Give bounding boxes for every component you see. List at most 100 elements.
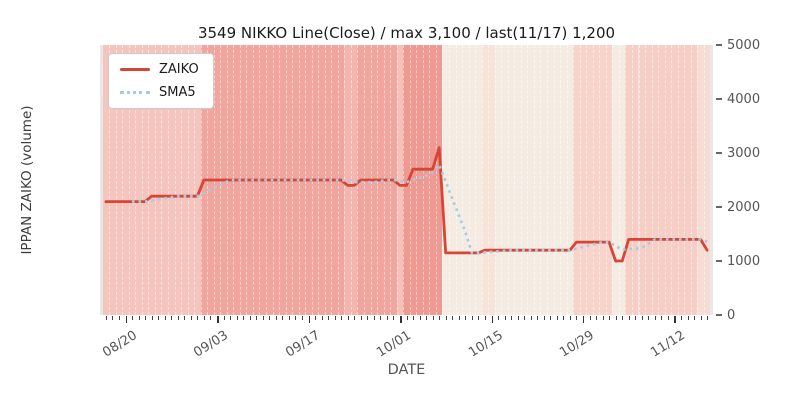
x-minor-tick [256,316,258,320]
x-minor-tick [635,316,637,320]
x-minor-tick [288,316,290,320]
legend-label: SMA5 [159,85,196,100]
x-minor-tick [367,316,369,320]
x-major-tick [125,316,127,323]
x-minor-tick [321,316,323,320]
x-tick-label-08-20: 08/20 [99,328,140,361]
day-band [592,45,600,315]
day-band [553,45,561,315]
x-minor-tick [465,316,467,320]
x-minor-tick [328,316,330,320]
x-minor-tick [596,316,597,320]
x-minor-tick [341,316,343,320]
x-minor-tick [517,316,519,320]
x-minor-tick [269,316,271,320]
day-band [540,45,547,315]
x-minor-tick [197,316,199,320]
x-tick-label-11-12: 11/12 [648,328,689,361]
x-minor-tick [354,316,356,320]
day-band [481,45,489,315]
x-tick-label-10-01: 10/01 [374,328,414,361]
y-tick-label: 1000 [727,253,761,269]
y-tick-label: 5000 [727,37,761,53]
day-band [527,45,534,315]
x-minor-tick [432,316,434,320]
day-band [631,45,639,315]
x-minor-tick [419,316,421,320]
x-minor-tick [478,316,480,320]
x-minor-tick [524,316,526,320]
day-band [677,45,685,315]
day-band [651,45,659,315]
x-minor-tick [504,316,506,320]
x-minor-tick [334,316,336,320]
x-minor-tick [615,316,617,320]
y-tick-4000: 4000 [713,90,760,108]
x-axis-title: DATE [387,362,426,378]
x-minor-tick [164,316,166,320]
x-minor-tick [511,316,513,320]
y-tick-label: 4000 [727,91,761,107]
y-tick-2000: 2000 [713,198,760,216]
day-band [533,45,541,315]
x-minor-tick [262,316,264,320]
x-minor-tick [203,316,205,320]
legend-item-zaiko: ZAIKO [120,62,199,77]
x-minor-tick [243,316,245,320]
x-minor-tick [393,316,395,320]
y-tick-mark [716,44,722,46]
x-minor-tick [654,316,656,320]
x-major-tick [674,316,676,323]
x-minor-tick [151,316,153,320]
day-band [520,45,528,315]
day-band [658,45,665,315]
x-minor-tick [694,316,695,320]
x-minor-tick [132,316,133,320]
x-minor-tick [589,316,591,320]
day-band [645,45,652,315]
x-minor-tick [667,316,669,320]
x-tick-label-09-17: 09/17 [282,328,323,361]
x-minor-tick [230,316,232,320]
x-minor-tick [249,316,251,320]
day-band [148,45,155,315]
day-band [194,45,201,315]
x-major-tick [308,316,310,323]
x-minor-tick [452,316,454,320]
day-band [167,45,175,315]
day-band [566,45,574,315]
day-band [612,45,619,315]
zaiko-line [104,146,709,263]
y-tick-label: 3000 [727,145,761,161]
y-tick-0: 0 [713,306,735,324]
y-tick-5000: 5000 [713,36,760,54]
y-tick-mark [716,206,722,208]
day-band [429,45,436,315]
x-minor-tick [347,316,349,320]
day-band [684,45,691,315]
x-minor-tick [628,316,630,320]
x-minor-tick [282,316,284,320]
x-minor-tick [373,316,375,320]
y-tick-mark [716,98,722,100]
x-minor-tick [569,316,571,320]
x-minor-tick [275,316,277,320]
x-minor-tick [458,316,460,320]
x-minor-tick [138,316,140,320]
x-minor-tick [223,316,225,320]
x-minor-tick [484,316,486,320]
x-minor-tick [360,316,362,320]
x-minor-tick [445,316,447,320]
day-band [135,45,142,315]
x-minor-tick [413,316,414,320]
x-minor-tick [602,316,604,320]
y-tick-label: 2000 [727,199,761,215]
day-band [586,45,593,315]
x-minor-tick [563,316,565,320]
day-band [697,45,704,315]
x-minor-tick [641,316,643,320]
y-tick-mark [716,314,722,316]
x-minor-tick [439,316,441,320]
x-minor-tick [190,316,192,320]
